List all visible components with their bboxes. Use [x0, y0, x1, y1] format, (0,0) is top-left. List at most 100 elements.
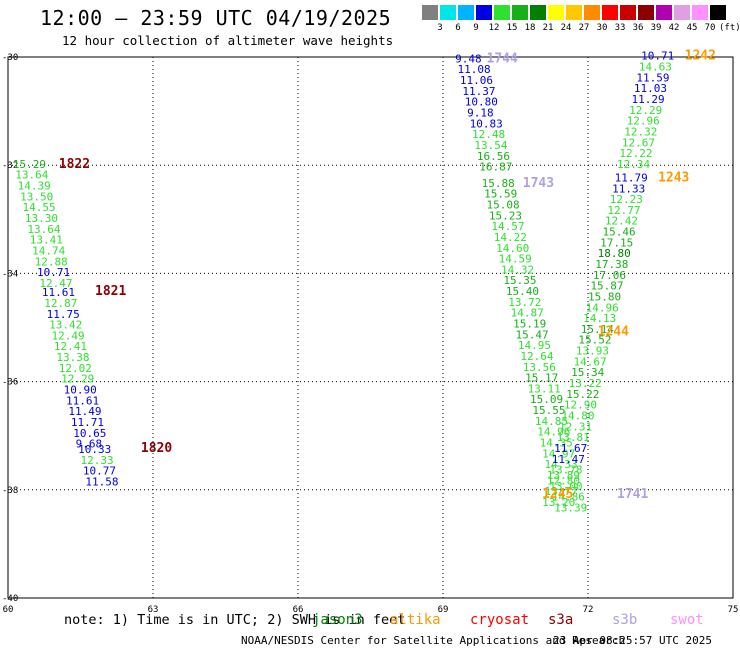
- scale-label-10: 33: [614, 23, 626, 33]
- swh-value: 10.71: [37, 266, 70, 279]
- swh-value: 11.79: [615, 171, 648, 184]
- scale-label-9: 30: [596, 23, 608, 33]
- pass-time-label: 1821: [95, 284, 126, 299]
- pass-time-label: 1741: [617, 487, 648, 502]
- swh-value: 12.96: [627, 115, 660, 128]
- scale-label-12: 39: [650, 23, 662, 33]
- swh-value: 13.20: [542, 496, 575, 509]
- satellite-swot: swot: [670, 612, 704, 628]
- swh-value: 11.59: [636, 71, 669, 84]
- swh-value: 14.35: [540, 437, 573, 450]
- y-tick-label: -32: [2, 161, 18, 171]
- swh-value: 14.96: [586, 301, 619, 314]
- scale-swatch-3: [476, 5, 492, 20]
- scale-swatch-7: [548, 5, 564, 20]
- satellite-s3a: s3a: [548, 612, 574, 628]
- scale-swatch-14: [674, 5, 690, 20]
- swh-value: 13.81: [557, 431, 590, 444]
- swh-value: 12.90: [564, 399, 597, 412]
- swh-value: 12.87: [44, 297, 77, 310]
- swh-value: 14.80: [561, 409, 594, 422]
- swh-value: 13.41: [30, 234, 63, 247]
- y-tick-label: -30: [2, 53, 18, 63]
- satellite-s3b: s3b: [612, 612, 638, 628]
- scale-label-14: 45: [686, 23, 698, 33]
- swh-value: 14.13: [583, 312, 616, 325]
- pass-time-label: 1242: [685, 49, 716, 64]
- pass-time-label: 1743: [523, 176, 554, 191]
- swh-value: 11.37: [462, 85, 495, 98]
- scale-label-8: 27: [578, 23, 590, 33]
- swh-value: 13.89: [547, 469, 580, 482]
- swh-value: 11.33: [612, 182, 645, 195]
- swh-value: 13.39: [554, 501, 587, 514]
- x-tick-label: 75: [728, 605, 739, 615]
- swh-value: 15.34: [571, 366, 604, 379]
- chart-title: 12:00 – 23:59 UTC 04/19/2025: [40, 6, 392, 30]
- swh-value: 15.29: [13, 158, 46, 171]
- swh-value: 15.87: [590, 280, 623, 293]
- swh-value: 9.48: [455, 52, 482, 65]
- swh-value: 12.23: [610, 193, 643, 206]
- scale-label-6: 21: [542, 23, 554, 33]
- swh-value: 12.22: [619, 147, 652, 160]
- swh-value: 15.17: [525, 372, 558, 385]
- swh-value: 17.38: [595, 258, 628, 271]
- color-scale-legend: 3 6 9 12 15 18 21 24 27 30 33 36 39 42 45 70 (ft): [422, 5, 740, 33]
- scale-label-2: 9: [473, 23, 479, 33]
- pass-time-label: 1820: [141, 441, 172, 456]
- swh-value: 16.56: [477, 150, 510, 163]
- swh-value: 12.47: [39, 277, 72, 290]
- scale-label-3: 12: [488, 23, 500, 33]
- swh-value: 10.71: [641, 50, 674, 63]
- swh-value: 13.00: [549, 480, 582, 493]
- scale-swatch-2: [458, 5, 474, 20]
- swh-value: 13.54: [474, 139, 507, 152]
- pass-time-label: 1822: [59, 157, 90, 172]
- swh-value: 15.35: [503, 274, 536, 287]
- swh-value: 15.14: [581, 323, 614, 336]
- y-tick-label: -40: [2, 594, 18, 604]
- swh-value: 15.47: [516, 328, 549, 341]
- chart-subtitle: 12 hour collection of altimeter wave hei…: [62, 33, 394, 48]
- scale-label-15: 70: [704, 23, 716, 33]
- swh-value: 13.93: [576, 345, 609, 358]
- x-tick-label: 69: [438, 605, 449, 615]
- scale-swatch-8: [566, 5, 582, 20]
- swh-value: 12.32: [624, 125, 657, 138]
- swh-value: 13.30: [25, 212, 58, 225]
- pass-time-label: 1244: [598, 325, 629, 340]
- swh-value: 11.08: [458, 63, 491, 76]
- swh-value: 12.67: [622, 136, 655, 149]
- scale-label-4: 15: [506, 23, 518, 33]
- swh-value: 17.06: [593, 269, 626, 282]
- swh-value: 15.88: [482, 177, 515, 190]
- swh-value: 14.97: [542, 447, 575, 460]
- swh-value: 13.50: [20, 190, 53, 203]
- swh-value: 13.22: [569, 377, 602, 390]
- swh-value: 12.29: [629, 104, 662, 117]
- swh-value: 14.22: [494, 231, 527, 244]
- swh-value: 10.83: [470, 117, 503, 130]
- swh-value: 14.32: [501, 263, 534, 276]
- scale-label-13: 42: [668, 23, 680, 33]
- swh-value: 11.58: [85, 475, 118, 488]
- scale-label-5: 18: [524, 23, 536, 33]
- scale-swatch-6: [530, 5, 546, 20]
- swh-value: 14.95: [518, 339, 551, 352]
- swh-value: 15.23: [489, 209, 522, 222]
- scale-swatch-15: [692, 5, 708, 20]
- x-tick-label: 66: [293, 605, 304, 615]
- swh-value: 15.80: [588, 290, 621, 303]
- scale-swatch-13: [656, 5, 672, 20]
- swh-value: 13.64: [27, 223, 60, 236]
- pass-time-label: 1243: [658, 170, 689, 185]
- scale-swatch-5: [512, 5, 528, 20]
- swh-value: 9.68: [76, 438, 103, 451]
- swh-value: 15.52: [578, 334, 611, 347]
- satellite-cryosat: cryosat: [470, 612, 530, 628]
- swh-value: 16.87: [479, 161, 512, 174]
- swh-value: 15.09: [530, 393, 563, 406]
- swh-value: 10.77: [83, 465, 116, 478]
